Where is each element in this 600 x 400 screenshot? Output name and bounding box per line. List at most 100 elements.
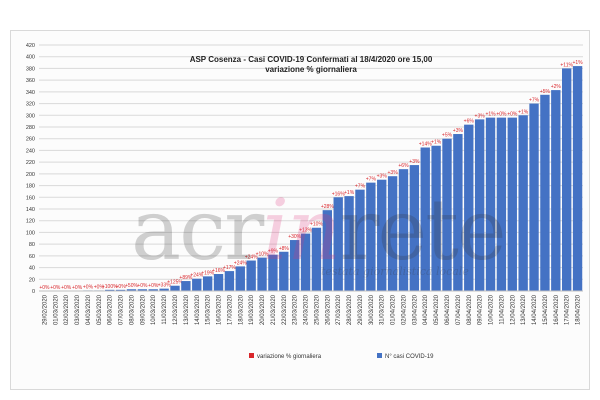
x-tick-label: 02/03/2020 xyxy=(64,294,70,325)
data-bar xyxy=(311,227,322,291)
bar-value-label: +24% xyxy=(234,260,247,266)
y-tick-label: 360 xyxy=(26,78,35,84)
x-tick-label: 11/04/2020 xyxy=(499,294,505,324)
x-tick-label: 28/03/2020 xyxy=(347,294,353,325)
bar-value-label: +3% xyxy=(409,159,420,165)
bar-value-label: +50% xyxy=(125,283,138,289)
bar-value-label: +6% xyxy=(398,163,409,169)
bar-value-label: +125% xyxy=(167,280,183,286)
x-tick-label: 07/03/2020 xyxy=(119,294,125,325)
x-tick-label: 26/03/2020 xyxy=(325,294,331,325)
x-tick-label: 12/04/2020 xyxy=(510,294,516,325)
bar-value-label: +7% xyxy=(355,184,366,190)
bar-value-label: +30% xyxy=(288,234,301,240)
x-tick-label: 12/03/2020 xyxy=(173,294,179,325)
bar-value-label: +24% xyxy=(190,273,203,279)
bar-value-label: +0% xyxy=(507,112,518,118)
bar-value-label: +0% xyxy=(83,284,94,290)
y-tick-label: 60 xyxy=(29,254,35,260)
y-tick-label: 420 xyxy=(26,43,35,49)
bar-value-label: +10% xyxy=(310,222,323,228)
x-tick-label: 19/03/2020 xyxy=(249,294,255,325)
x-tick-label: 16/04/2020 xyxy=(554,294,560,325)
legend-label-casi: N° casi COVID-19 xyxy=(385,354,434,360)
data-bar xyxy=(137,289,148,291)
y-tick-label: 180 xyxy=(26,184,35,190)
x-tick-label: 16/03/2020 xyxy=(217,294,223,325)
data-bar xyxy=(192,278,202,291)
y-tick-label: 20 xyxy=(29,277,35,283)
x-tick-label: 10/04/2020 xyxy=(489,294,495,325)
x-tick-label: 25/03/2020 xyxy=(314,294,320,325)
y-tick-label: 100 xyxy=(26,230,35,236)
data-bar xyxy=(202,276,213,291)
bar-value-label: +14% xyxy=(419,142,432,148)
x-tick-label: 15/03/2020 xyxy=(206,294,212,325)
data-bar xyxy=(485,117,496,291)
data-bar xyxy=(322,210,332,291)
data-bar xyxy=(257,257,267,291)
y-tick-label: 300 xyxy=(26,113,35,119)
data-bar xyxy=(518,115,528,292)
x-tick-label: 24/03/2020 xyxy=(304,294,310,325)
data-bar xyxy=(300,233,311,291)
bar-value-label: +24% xyxy=(245,255,258,261)
bar-value-label: +1% xyxy=(485,112,496,118)
bar-value-label: +1% xyxy=(344,190,355,196)
data-bar xyxy=(344,196,354,291)
bar-value-label: +5% xyxy=(442,133,453,139)
data-bar xyxy=(464,124,474,292)
bar-value-label: +28% xyxy=(321,204,334,210)
data-bar xyxy=(290,240,300,291)
x-tick-label: 22/03/2020 xyxy=(282,294,288,325)
x-tick-label: 10/03/2020 xyxy=(151,294,157,325)
legend-swatch-casi xyxy=(377,353,382,358)
y-tick-label: 140 xyxy=(26,207,35,213)
x-tick-label: 18/03/2020 xyxy=(238,294,244,325)
x-tick-label: 14/04/2020 xyxy=(532,294,538,325)
x-tick-label: 09/04/2020 xyxy=(478,294,484,325)
y-tick-label: 120 xyxy=(26,219,35,225)
bar-value-label: +16% xyxy=(212,268,225,274)
x-tick-label: 18/04/2020 xyxy=(576,294,582,325)
x-tick-label: 04/03/2020 xyxy=(86,294,92,325)
x-tick-label: 14/03/2020 xyxy=(195,294,201,325)
y-tick-label: 400 xyxy=(26,55,35,61)
data-bar xyxy=(246,260,256,291)
x-tick-label: 29/03/2020 xyxy=(358,294,364,325)
bar-value-label: +11% xyxy=(560,62,573,68)
bar-value-label: +7% xyxy=(529,98,540,104)
x-tick-label: 07/04/2020 xyxy=(456,294,462,325)
bar-value-label: +0% xyxy=(496,112,507,118)
bar-value-label: +5% xyxy=(540,89,551,95)
y-tick-label: 280 xyxy=(26,125,35,131)
x-tick-label: 13/04/2020 xyxy=(521,294,527,325)
y-tick-label: 80 xyxy=(29,242,35,248)
data-bar xyxy=(409,165,420,291)
x-tick-label: 20/03/2020 xyxy=(260,294,266,325)
y-tick-label: 40 xyxy=(29,266,35,272)
data-bar xyxy=(572,66,583,291)
bar-value-label: +3% xyxy=(388,170,399,176)
x-tick-label: 03/04/2020 xyxy=(412,294,418,325)
data-bar xyxy=(551,90,561,291)
bar-value-label: +0% xyxy=(116,284,127,290)
x-tick-label: 08/03/2020 xyxy=(129,294,135,325)
chart-title: ASP Cosenza - Casi COVID-19 Confermati a… xyxy=(190,55,433,64)
x-tick-label: 02/04/2020 xyxy=(401,294,407,325)
x-tick-label: 31/03/2020 xyxy=(380,294,386,325)
data-bar xyxy=(213,274,224,291)
bar-value-label: +0% xyxy=(50,285,61,291)
x-tick-label: 21/03/2020 xyxy=(271,294,277,325)
bar-value-label: +3% xyxy=(377,174,388,180)
bar-value-label: +0% xyxy=(94,284,105,290)
bar-value-label: +89% xyxy=(179,275,192,281)
covid-cases-bar-chart: 0 20 40 60 80 100 120 140 160 180 200 220 240 260 280 3… xyxy=(26,43,583,360)
bar-value-label: +1% xyxy=(518,109,529,115)
bar-value-label: +8% xyxy=(279,246,290,252)
x-tick-label: 29/02/2020 xyxy=(42,294,48,325)
y-tick-label: 260 xyxy=(26,137,35,143)
y-tick-label: 240 xyxy=(26,148,35,154)
data-bar xyxy=(431,145,441,291)
legend-label-variazione: variazione % giornaliera xyxy=(257,354,322,360)
